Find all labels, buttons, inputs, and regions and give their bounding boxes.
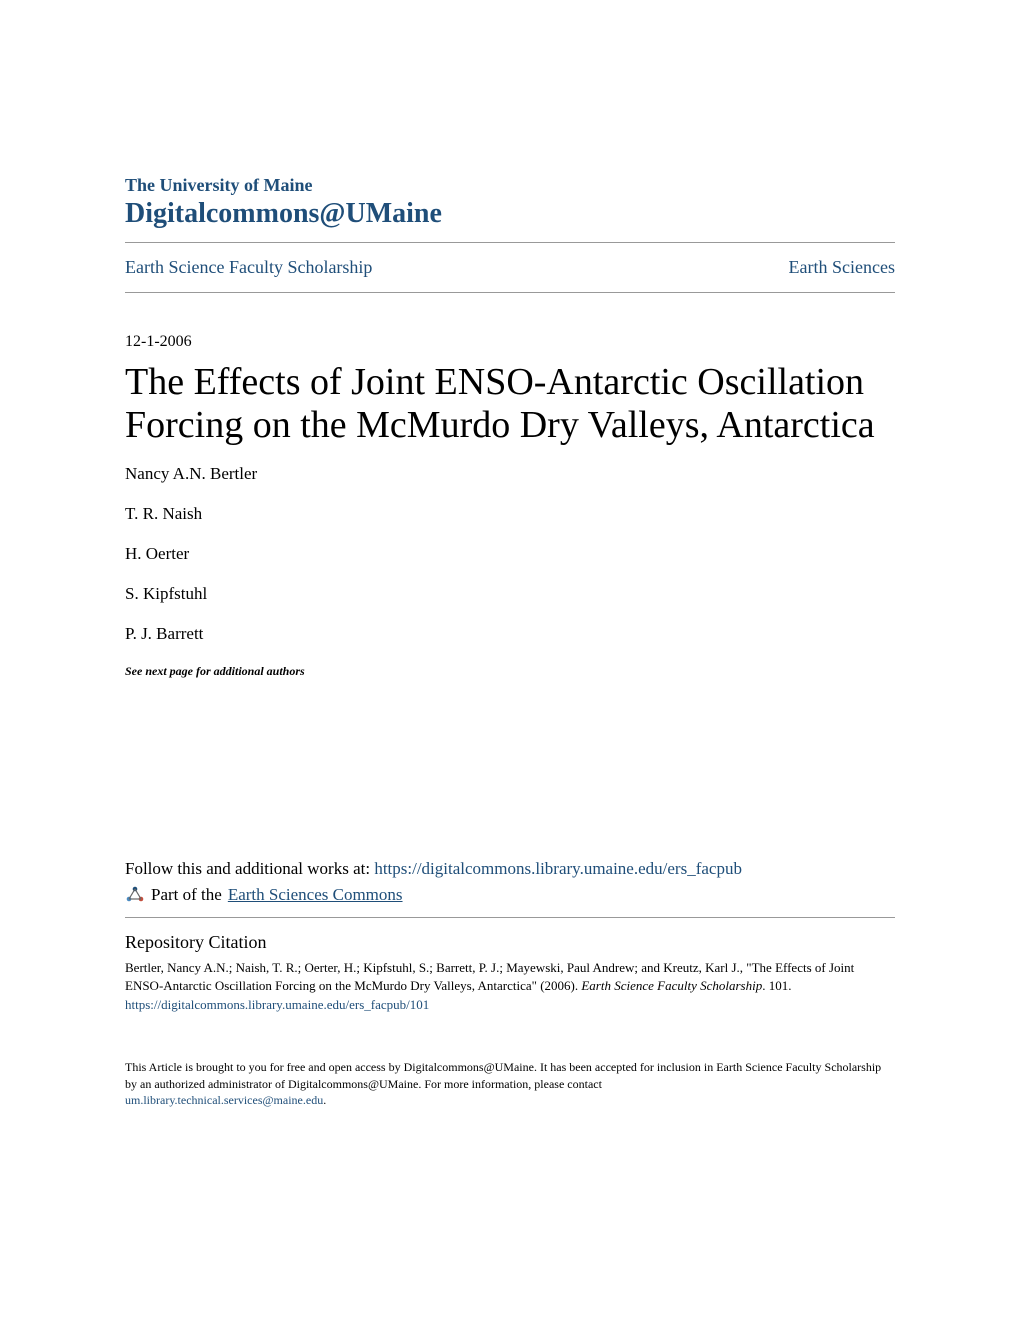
follow-line: Follow this and additional works at: htt… bbox=[125, 859, 895, 879]
author-name: S. Kipfstuhl bbox=[125, 584, 895, 604]
network-icon bbox=[125, 885, 145, 905]
author-name: H. Oerter bbox=[125, 544, 895, 564]
part-of-row: Part of the Earth Sciences Commons bbox=[125, 885, 895, 905]
see-next-page-note: See next page for additional authors bbox=[125, 664, 895, 679]
citation-text: Bertler, Nancy A.N.; Naish, T. R.; Oerte… bbox=[125, 959, 895, 1014]
citation-after: . 101. bbox=[762, 978, 791, 993]
institution-name[interactable]: The University of Maine bbox=[125, 175, 895, 196]
follow-section: Follow this and additional works at: htt… bbox=[125, 859, 895, 905]
footer-contact-link[interactable]: um.library.technical.services@maine.edu bbox=[125, 1093, 323, 1107]
part-of-prefix: Part of the bbox=[151, 885, 222, 905]
commons-link[interactable]: Earth Sciences Commons bbox=[228, 885, 403, 905]
divider-nav bbox=[125, 292, 895, 293]
nav-department-link[interactable]: Earth Sciences bbox=[789, 257, 895, 278]
footer-after: . bbox=[323, 1093, 326, 1107]
publication-date: 12-1-2006 bbox=[125, 333, 895, 351]
nav-collection-link[interactable]: Earth Science Faculty Scholarship bbox=[125, 257, 372, 278]
article-title: The Effects of Joint ENSO-Antarctic Osci… bbox=[125, 361, 895, 446]
repository-name[interactable]: Digitalcommons@UMaine bbox=[125, 198, 895, 230]
citation-heading: Repository Citation bbox=[125, 932, 895, 953]
follow-url-link[interactable]: https://digitalcommons.library.umaine.ed… bbox=[374, 859, 742, 878]
breadcrumb-nav: Earth Science Faculty Scholarship Earth … bbox=[125, 243, 895, 292]
author-name: P. J. Barrett bbox=[125, 624, 895, 644]
follow-prefix: Follow this and additional works at: bbox=[125, 859, 374, 878]
page-header: The University of Maine Digitalcommons@U… bbox=[125, 175, 895, 230]
divider-citation bbox=[125, 917, 895, 918]
footer-before: This Article is brought to you for free … bbox=[125, 1060, 881, 1091]
footer-note: This Article is brought to you for free … bbox=[125, 1059, 895, 1109]
citation-url-link[interactable]: https://digitalcommons.library.umaine.ed… bbox=[125, 996, 895, 1014]
author-name: Nancy A.N. Bertler bbox=[125, 464, 895, 484]
author-name: T. R. Naish bbox=[125, 504, 895, 524]
citation-journal: Earth Science Faculty Scholarship bbox=[581, 978, 762, 993]
